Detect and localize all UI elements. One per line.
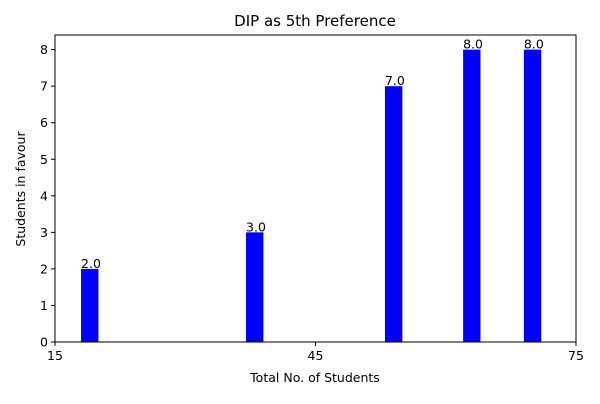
y-axis-ticks: 0 1 2 3 4 5 6 7 8	[40, 42, 55, 350]
x-tick-label: 15	[47, 348, 63, 363]
x-axis-label: Total No. of Students	[249, 370, 380, 385]
y-tick-label: 8	[40, 42, 48, 57]
x-tick-label: 45	[308, 348, 324, 363]
bar	[463, 49, 481, 342]
bar	[523, 49, 542, 342]
data-label: 3.0	[246, 219, 266, 234]
y-tick-label: 4	[40, 188, 48, 203]
data-labels-group: 2.0 3.0 7.0 8.0 8.0	[81, 37, 544, 271]
x-axis-ticks: 15 45 75	[47, 342, 584, 363]
data-label: 8.0	[463, 37, 483, 52]
x-tick-label: 75	[568, 348, 584, 363]
y-tick-label: 3	[40, 225, 48, 240]
data-label: 2.0	[81, 256, 101, 271]
y-tick-label: 1	[40, 298, 48, 313]
y-tick-label: 0	[40, 335, 48, 350]
plot-area-frame	[54, 34, 577, 343]
bar	[81, 268, 99, 342]
y-axis-label: Students in favour	[13, 131, 28, 247]
chart-title: DIP as 5th Preference	[234, 12, 396, 30]
y-tick-label: 2	[40, 261, 48, 276]
y-tick-label: 7	[40, 79, 48, 94]
data-label: 8.0	[524, 37, 544, 52]
bars-group	[81, 49, 542, 343]
data-label: 7.0	[385, 73, 405, 88]
y-tick-label: 5	[40, 152, 48, 167]
bar	[246, 232, 264, 342]
y-tick-label: 6	[40, 115, 48, 130]
bar	[384, 86, 403, 343]
